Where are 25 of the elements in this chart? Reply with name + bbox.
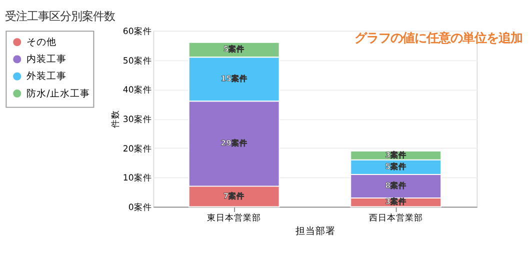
data-label: 29案件 — [220, 138, 248, 148]
chart-title: 受注工事区分別案件数 — [5, 9, 116, 24]
x-tick-label: 西日本営業部 — [368, 212, 423, 224]
data-label: 8案件 — [385, 180, 406, 190]
data-label: 3案件 — [385, 196, 406, 206]
y-tick-label: 10案件 — [122, 172, 152, 184]
legend-label: 防水/止水工事 — [26, 87, 90, 100]
x-axis-title: 担当部署 — [295, 224, 336, 237]
annotation: グラフの値に任意の単位を追加 — [354, 31, 523, 46]
data-label: 5案件 — [385, 161, 406, 172]
x-tick-label: 東日本営業部 — [207, 212, 262, 224]
legend-label: その他 — [26, 36, 57, 48]
data-label: 5案件 — [223, 44, 245, 54]
y-axis-title: 件数 — [110, 110, 122, 128]
data-label: 7案件 — [223, 190, 245, 200]
y-tick-label: 20案件 — [122, 143, 152, 154]
legend-label: 外装工事 — [26, 70, 67, 82]
y-tick-label: 60案件 — [122, 26, 152, 38]
y-tick-label: 50案件 — [122, 55, 152, 66]
y-tick-label: 40案件 — [122, 84, 152, 96]
data-label: 3案件 — [385, 149, 406, 160]
legend-label: 内装工事 — [26, 53, 67, 66]
y-tick-label: 0案件 — [128, 202, 152, 214]
data-label: 15案件 — [220, 73, 248, 84]
y-tick-label: 30案件 — [122, 114, 152, 126]
